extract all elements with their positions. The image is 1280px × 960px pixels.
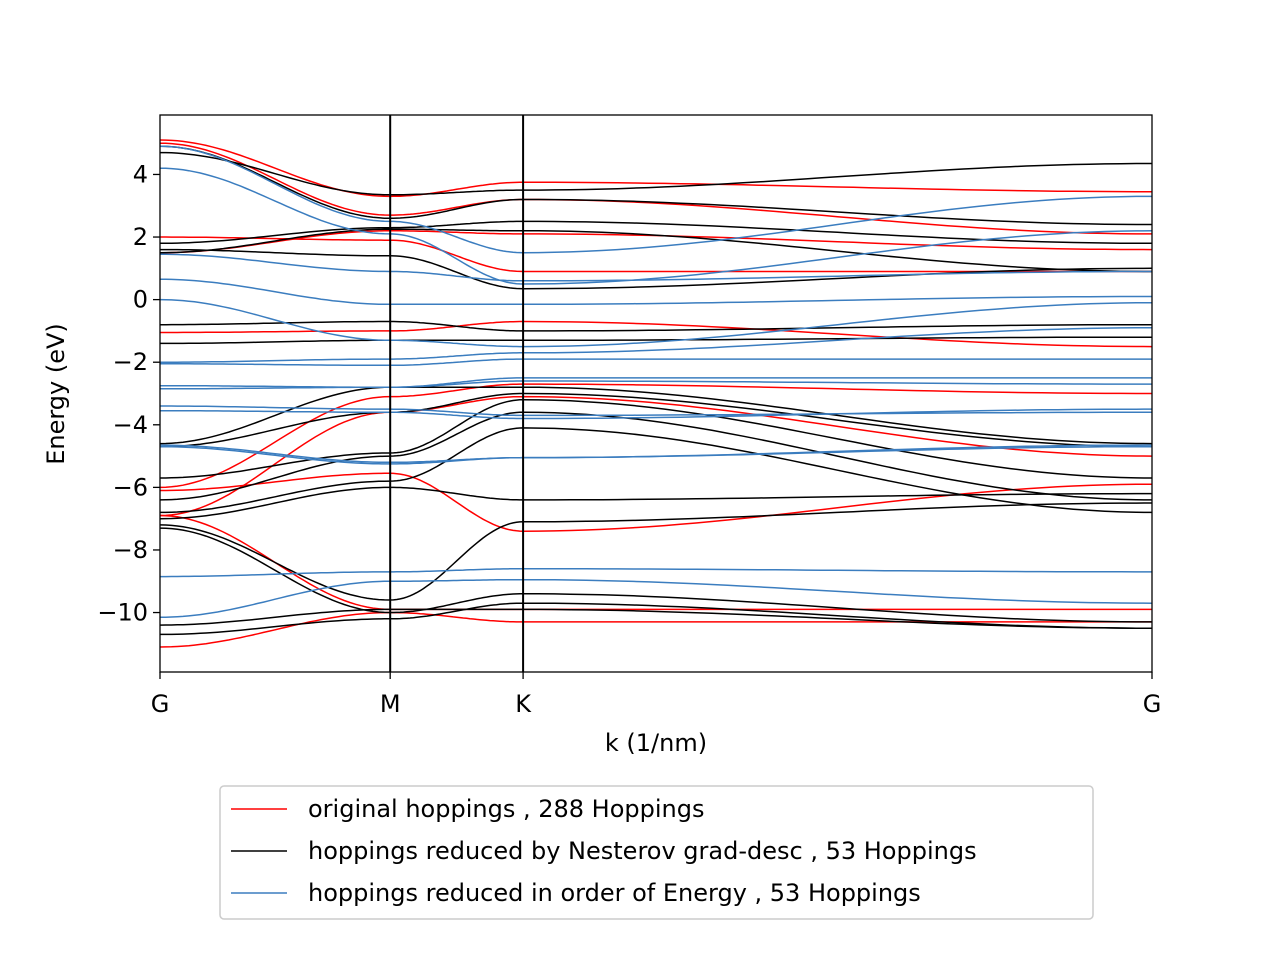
band-line-series-1-0: [160, 151, 1152, 196]
band-line-series-1-16: [160, 602, 1152, 636]
band-line-series-1-7: [160, 386, 1152, 445]
band-line-series-2-13: [160, 567, 1152, 578]
y-tick-label-0: 4: [133, 160, 148, 188]
band-line-series-0-7: [160, 472, 1152, 532]
band-line-series-1-3: [160, 248, 1152, 290]
band-line-series-1-2: [160, 220, 1152, 245]
band-line-series-1-12: [160, 486, 1152, 520]
band-line-series-1-8: [160, 392, 1152, 448]
y-tick-label-4: −4: [113, 411, 148, 439]
band-line-series-1-15: [160, 608, 1152, 629]
legend-label-original: original hoppings , 288 Hoppings: [308, 795, 704, 823]
y-axis-ticks: 4 2 0 −2 −4 −6 −8 −10: [97, 160, 160, 627]
band-line-series-2-6: [160, 358, 1152, 367]
band-line-series-2-3: [160, 278, 1152, 306]
band-line-series-2-12: [160, 444, 1152, 465]
x-axis-label: k (1/nm): [605, 729, 707, 757]
band-line-series-2-5: [160, 327, 1152, 363]
x-tick-label-1: M: [380, 690, 401, 718]
band-line-series-2-2: [160, 253, 1152, 282]
legend-label-energy-order: hoppings reduced in order of Energy , 53…: [308, 879, 921, 907]
y-tick-label-6: −8: [113, 536, 148, 564]
band-lines: [160, 139, 1152, 648]
band-line-series-2-7: [160, 377, 1152, 388]
band-line-series-0-3: [160, 230, 1152, 254]
legend-box: [219, 785, 1094, 920]
band-line-series-2-1: [160, 167, 1152, 285]
legend: original hoppings , 288 Hoppings hopping…: [219, 785, 1094, 920]
high-symmetry-lines: [389, 115, 525, 672]
y-tick-label-5: −6: [113, 473, 148, 501]
plot-frame: [159, 114, 1153, 673]
band-line-series-2-4: [160, 298, 1152, 348]
band-line-series-2-8: [160, 380, 1152, 390]
y-tick-label-3: −2: [113, 348, 148, 376]
band-line-series-0-5: [160, 383, 1152, 489]
band-line-series-1-13: [160, 502, 1152, 601]
band-line-series-0-0: [160, 139, 1152, 198]
band-line-series-1-1: [160, 145, 1152, 226]
band-line-series-1-9: [160, 399, 1152, 479]
band-line-series-0-2: [160, 236, 1152, 273]
band-line-series-1-4: [160, 228, 1152, 273]
band-line-series-2-0: [160, 145, 1152, 254]
x-tick-label-3: G: [1143, 690, 1162, 718]
band-line-series-0-1: [160, 142, 1152, 235]
x-tick-label-0: G: [151, 690, 170, 718]
band-line-series-0-8: [160, 514, 1152, 611]
band-line-series-2-10: [160, 408, 1152, 420]
x-tick-label-2: K: [515, 690, 532, 718]
legend-label-nesterov: hoppings reduced by Nesterov grad-desc ,…: [308, 837, 977, 865]
y-tick-label-7: −10: [97, 599, 148, 627]
band-line-series-0-6: [160, 395, 1152, 517]
band-line-series-2-14: [160, 578, 1152, 618]
band-line-series-2-11: [160, 444, 1152, 464]
band-line-series-1-14: [160, 527, 1152, 623]
band-line-series-1-6: [160, 336, 1152, 345]
band-line-series-1-5: [160, 320, 1152, 332]
y-tick-label-1: 2: [133, 223, 148, 251]
y-tick-label-2: 0: [133, 286, 148, 314]
band-line-series-1-10: [160, 411, 1152, 501]
band-line-series-1-11: [160, 427, 1152, 514]
band-line-series-0-9: [160, 611, 1152, 648]
y-axis-label: Energy (eV): [42, 323, 70, 465]
